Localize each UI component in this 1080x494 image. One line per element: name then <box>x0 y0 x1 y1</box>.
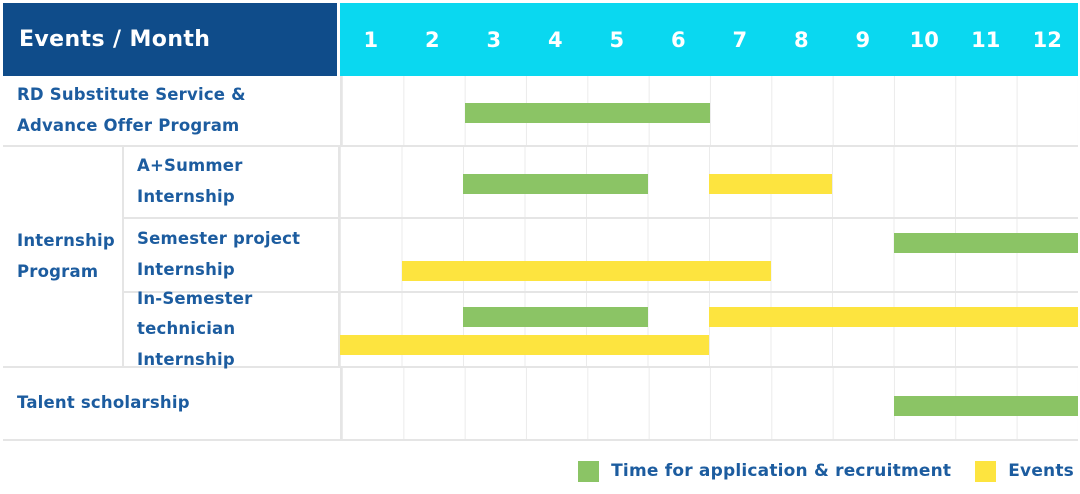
month-header-cell: 3 <box>486 27 502 52</box>
month-header-cell: 5 <box>609 27 625 52</box>
table-header-row: Events / Month 1 2 3 4 5 6 7 8 9 10 11 1… <box>3 3 1078 76</box>
group-label-line: Program <box>17 261 99 281</box>
legend-item-events: Events <box>975 460 1074 482</box>
row-label-line: Semester project <box>137 229 301 249</box>
month-header-cell: 12 <box>1032 27 1062 52</box>
month-header-cell: 9 <box>855 27 871 52</box>
chart-cell <box>338 293 1078 366</box>
legend-events-label: Events <box>1008 461 1074 481</box>
table-row-talent-scholarship: Talent scholarship <box>3 368 1078 441</box>
events-month-header: Events / Month <box>3 3 340 76</box>
row-label-talent-scholarship: Talent scholarship <box>3 368 340 439</box>
row-label-line: RD Substitute Service & <box>17 84 246 104</box>
month-header-cell: 11 <box>971 27 1001 52</box>
month-header-cell: 2 <box>424 27 440 52</box>
legend-item-recruitment: Time for application & recruitment <box>578 460 952 482</box>
chart-cell <box>338 147 1078 217</box>
row-label-rd-substitute: RD Substitute Service & Advance Offer Pr… <box>3 76 340 145</box>
table-group-internship-program: Internship Program A+Summer Internship S… <box>3 147 1078 369</box>
events-bar <box>401 261 771 281</box>
month-header-row: 1 2 3 4 5 6 7 8 9 10 11 12 <box>340 3 1078 76</box>
month-header-cell: 10 <box>909 27 939 52</box>
row-label-a-plus-summer: A+Summer Internship <box>124 147 338 217</box>
row-label-line: Talent scholarship <box>17 393 190 413</box>
recruitment-bar <box>463 307 648 327</box>
events-bar <box>340 335 709 355</box>
row-label-in-semester-technician: In-Semester technician Internship <box>124 289 338 369</box>
chart-cell <box>338 219 1078 291</box>
row-label-line: Internship <box>137 260 235 279</box>
table-row-semester-project: Semester project Internship <box>124 219 1078 293</box>
recruitment-bar <box>893 233 1078 253</box>
legend-recruitment-swatch <box>578 460 600 482</box>
month-header-cell: 4 <box>547 27 563 52</box>
row-label-line: A+Summer <box>137 156 243 176</box>
recruitment-bar <box>464 102 710 123</box>
month-header-cell: 1 <box>363 27 379 52</box>
chart-cell <box>340 368 1078 439</box>
table-row-a-plus-summer: A+Summer Internship <box>124 147 1078 219</box>
row-label-line: technician Internship <box>137 319 236 369</box>
month-header-cell: 7 <box>732 27 748 52</box>
legend-recruitment-label: Time for application & recruitment <box>611 461 952 481</box>
events-bar <box>709 307 1078 327</box>
row-label-semester-project: Semester project Internship <box>124 219 338 291</box>
internship-sub-rows: A+Summer Internship Semester project Int… <box>124 147 1078 369</box>
recruitment-bar <box>894 395 1078 416</box>
table-row-in-semester-technician: In-Semester technician Internship <box>124 289 1078 369</box>
row-label-line: Internship <box>137 187 235 206</box>
recruitment-bar <box>463 174 648 194</box>
chart-cell <box>340 76 1078 145</box>
table-row-rd-substitute: RD Substitute Service & Advance Offer Pr… <box>3 76 1078 147</box>
row-label-line: Advance Offer Program <box>17 115 240 135</box>
legend-events-swatch <box>975 460 997 482</box>
month-header-cell: 6 <box>670 27 686 52</box>
events-bar <box>709 174 832 194</box>
legend: Time for application & recruitment Event… <box>578 456 1074 486</box>
group-label-line: Internship <box>17 230 115 250</box>
row-label-line: In-Semester <box>137 288 253 308</box>
month-header-cell: 8 <box>793 27 809 52</box>
events-month-table: Events / Month 1 2 3 4 5 6 7 8 9 10 11 1… <box>3 3 1078 441</box>
group-label-internship-program: Internship Program <box>3 147 124 366</box>
